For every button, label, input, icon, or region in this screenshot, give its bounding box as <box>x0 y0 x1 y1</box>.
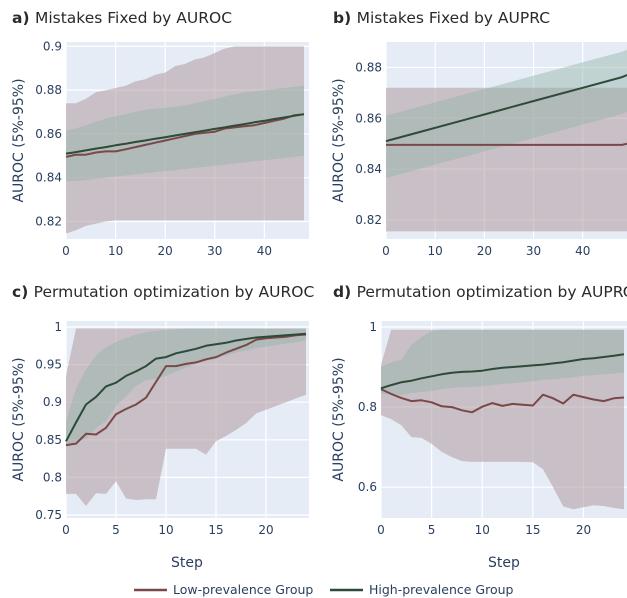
panel-d-line-low <box>380 388 625 414</box>
panel-c-line-low <box>65 333 307 447</box>
panel-a-line-low <box>65 113 305 158</box>
panel-a-line-high <box>65 113 305 155</box>
panel-c-title-text: Permutation optimization by AUROC <box>34 283 315 301</box>
panel-a-xtick-1: 10 <box>108 244 123 258</box>
panel-b-xtick-4: 40 <box>575 244 590 258</box>
panel-a-band-low <box>66 46 304 234</box>
panel-d-xtick-3: 15 <box>525 523 540 537</box>
panel-c-title: c) Permutation optimization by AUROC <box>12 283 314 301</box>
panel-d-xtick-2: 10 <box>475 523 490 537</box>
panel-b: b) Mistakes Fixed by AUPRC 0 10 20 30 40 0.82 0… <box>331 9 627 258</box>
panel-a-xtick-3: 30 <box>207 244 222 258</box>
panel-d-xtick-0: 0 <box>377 523 385 537</box>
panel-c-ytick-5: 1 <box>54 320 62 334</box>
panel-b-line-low <box>386 142 627 146</box>
panel-c-title-letter: c) <box>12 283 34 301</box>
panel-c-ytick-1: 0.8 <box>43 470 62 484</box>
panel-a-title: a) Mistakes Fixed by AUROC <box>12 9 232 27</box>
panel-a-title-letter: a) <box>12 9 35 27</box>
panel-c-ytick-0: 0.75 <box>35 508 62 522</box>
panel-b-line-high <box>385 74 627 143</box>
panel-c-line-high <box>65 332 307 442</box>
panel-d-band-high <box>381 329 624 396</box>
panel-a-xtick-2: 20 <box>158 244 173 258</box>
panel-c-ytick-3: 0.9 <box>43 395 62 409</box>
panel-b-xtick-1: 10 <box>428 244 443 258</box>
panel-b-xtick-2: 20 <box>477 244 492 258</box>
legend-label-high: High-prevalence Group <box>369 582 514 597</box>
panel-c-xtick-2: 10 <box>158 523 173 537</box>
panel-c-xtick-0: 0 <box>62 523 70 537</box>
panel-b-ytick-0: 0.82 <box>355 213 382 227</box>
panel-c-band-low <box>66 328 306 506</box>
panel-c-ytick-4: 0.95 <box>35 358 62 372</box>
panel-a-ytick-4: 0.9 <box>43 39 62 53</box>
panel-d-ytick-2: 1 <box>369 320 377 334</box>
panel-b-ytick-3: 0.88 <box>355 60 382 74</box>
x-axis-label-right: Step <box>488 555 520 571</box>
panel-d-xtick-4: 20 <box>576 523 591 537</box>
panel-d-ytick-1: 0.8 <box>358 400 377 414</box>
panel-c-ylabel: AUROC (5%-95%) <box>11 357 27 481</box>
panel-d-ytick-0: 0.6 <box>358 480 377 494</box>
panel-d-title-text: Permutation optimization by AUPRC <box>357 283 627 301</box>
panel-b-band-low <box>386 87 627 232</box>
panel-b-xtick-3: 30 <box>526 244 541 258</box>
panel-a-ytick-0: 0.82 <box>35 214 62 228</box>
panel-b-title-text: Mistakes Fixed by AUPRC <box>357 9 550 27</box>
panel-c-ytick-2: 0.85 <box>35 433 62 447</box>
panel-a-ytick-3: 0.88 <box>35 83 62 97</box>
panel-c-xtick-4: 20 <box>258 523 273 537</box>
panel-c-xtick-3: 15 <box>208 523 223 537</box>
panel-d-xtick-1: 5 <box>428 523 436 537</box>
panel-a-ylabel: AUROC (5%-95%) <box>11 78 27 202</box>
legend-label-low: Low-prevalence Group <box>173 582 313 597</box>
panel-a-title-text: Mistakes Fixed by AUROC <box>35 9 232 27</box>
legend: Low-prevalence Group High-prevalence Gro… <box>134 582 514 597</box>
panel-c-xtick-1: 5 <box>112 523 120 537</box>
panel-d-ylabel: AUROC (5%-95%) <box>331 357 347 481</box>
panel-a: a) Mistakes Fixed by AUROC 0 10 20 30 40 0.82 0… <box>11 9 309 258</box>
panel-d-title-letter: d) <box>333 283 357 301</box>
panel-a-ytick-1: 0.84 <box>35 171 62 185</box>
panel-b-ytick-1: 0.84 <box>355 162 382 176</box>
panel-a-ytick-2: 0.86 <box>35 127 62 141</box>
panel-b-ylabel: AUROC (5%-95%) <box>331 78 347 202</box>
panel-b-title: b) Mistakes Fixed by AUPRC <box>333 9 550 27</box>
panel-d-line-high <box>380 353 625 390</box>
panel-b-ytick-2: 0.86 <box>355 111 382 125</box>
panel-a-xtick-4: 40 <box>257 244 272 258</box>
panel-b-title-letter: b) <box>333 9 357 27</box>
panel-a-xtick-0: 0 <box>62 244 70 258</box>
panel-c-band-high <box>66 328 306 448</box>
panel-d-title: d) Permutation optimization by AUPRC <box>333 283 627 301</box>
panel-b-xtick-0: 0 <box>382 244 390 258</box>
x-axis-label-left: Step <box>171 555 203 571</box>
